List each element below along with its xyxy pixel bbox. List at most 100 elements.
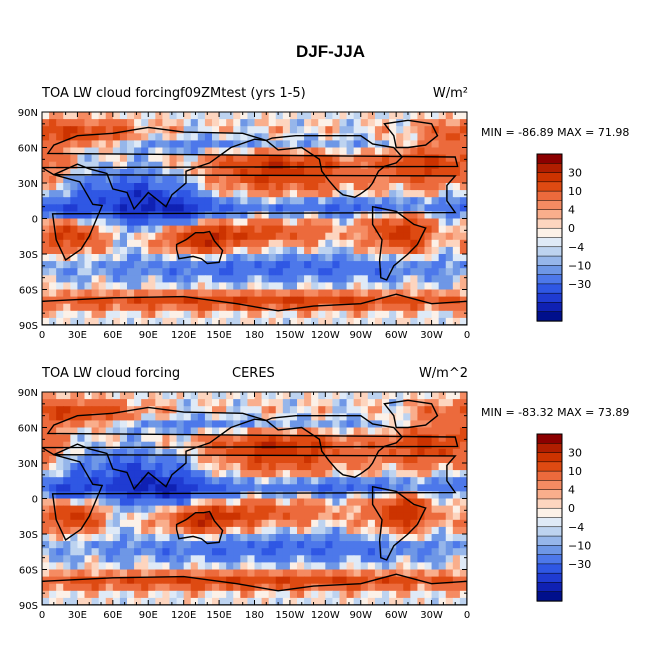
- field-cell: [360, 232, 369, 241]
- field-cell: [445, 477, 454, 485]
- field-cell: [84, 541, 93, 549]
- field-cell: [396, 512, 404, 521]
- field-cell: [127, 541, 135, 549]
- field-cell: [162, 161, 171, 170]
- field-cell: [374, 399, 383, 407]
- field-cell: [56, 526, 64, 535]
- field-cell: [155, 541, 164, 549]
- field-cell: [212, 420, 220, 429]
- field-cell: [459, 583, 467, 592]
- field-cell: [459, 296, 467, 305]
- field-cell: [169, 477, 178, 485]
- field-cell: [56, 406, 64, 414]
- field-cell: [382, 534, 390, 542]
- field-cell: [119, 282, 128, 291]
- field-cell: [374, 470, 383, 478]
- field-cell: [332, 310, 341, 319]
- field-cell: [197, 282, 206, 291]
- field-cell: [204, 463, 213, 471]
- field-cell: [84, 392, 93, 400]
- field-cell: [176, 512, 185, 521]
- field-cell: [396, 126, 404, 134]
- field-cell: [105, 275, 114, 283]
- field-cell: [134, 526, 142, 535]
- panel-bottom-center-title: CERES: [232, 366, 275, 381]
- field-cell: [282, 434, 291, 443]
- field-cell: [141, 119, 149, 127]
- field-cell: [204, 562, 213, 571]
- field-cell: [254, 562, 263, 571]
- field-cell: [226, 406, 234, 414]
- field-cell: [233, 218, 241, 227]
- field-cell: [162, 275, 171, 283]
- field-cell: [275, 275, 284, 283]
- field-cell: [438, 211, 447, 220]
- field-cell: [212, 211, 220, 220]
- field-cell: [212, 548, 220, 556]
- field-cell: [197, 427, 206, 436]
- field-cell: [212, 463, 220, 471]
- field-cell: [339, 261, 348, 269]
- field-cell: [396, 197, 404, 205]
- field-cell: [304, 463, 312, 471]
- field-cell: [105, 140, 114, 149]
- field-cell: [325, 455, 334, 464]
- field-cell: [226, 168, 234, 177]
- field-cell: [190, 597, 199, 605]
- field-cell: [247, 147, 256, 156]
- field-cell: [431, 239, 440, 248]
- field-cell: [360, 317, 369, 325]
- field-cell: [353, 303, 362, 312]
- field-cell: [233, 183, 241, 191]
- field-cell: [318, 126, 326, 134]
- field-cell: [403, 197, 411, 205]
- field-cell: [233, 289, 241, 298]
- field-cell: [84, 597, 93, 605]
- field-cell: [452, 175, 461, 184]
- field-cell: [275, 597, 284, 605]
- field-cell: [63, 541, 71, 549]
- field-cell: [49, 463, 57, 471]
- x-tick-label: 60W: [385, 610, 408, 621]
- field-cell: [346, 427, 355, 436]
- field-cell: [254, 505, 263, 514]
- field-cell: [438, 261, 447, 269]
- field-cell: [297, 406, 305, 414]
- field-cell: [261, 254, 270, 262]
- field-cell: [190, 282, 199, 291]
- field-cell: [254, 406, 263, 414]
- field-cell: [396, 406, 404, 414]
- field-cell: [42, 254, 50, 262]
- field-cell: [382, 232, 390, 241]
- field-cell: [233, 491, 241, 500]
- panel-bottom: TOA LW cloud forcing CERES W/m^2 MIN = -…: [0, 364, 661, 644]
- field-cell: [240, 590, 249, 599]
- field-cell: [240, 498, 249, 507]
- field-cell: [204, 154, 213, 163]
- field-cell: [297, 441, 305, 450]
- coastline: [42, 406, 459, 491]
- colorbar-segment: [536, 255, 563, 266]
- field-cell: [190, 204, 199, 212]
- field-cell: [396, 590, 404, 599]
- field-cell: [275, 190, 284, 198]
- field-cell: [197, 218, 206, 227]
- field-cell: [410, 441, 419, 450]
- field-cell: [233, 392, 241, 400]
- field-cell: [297, 119, 305, 127]
- field-cell: [240, 434, 249, 443]
- field-cell: [49, 455, 57, 464]
- field-cell: [268, 590, 277, 599]
- field-cell: [424, 317, 433, 325]
- field-cell: [190, 541, 199, 549]
- field-cell: [254, 427, 263, 436]
- field-cell: [183, 204, 192, 212]
- field-cell: [240, 112, 249, 120]
- field-cell: [459, 548, 467, 556]
- field-cell: [339, 548, 348, 556]
- panel-1-field-cells: [42, 392, 467, 605]
- field-cell: [268, 576, 277, 585]
- field-cell: [367, 448, 376, 457]
- field-cell: [105, 289, 114, 298]
- field-cell: [155, 133, 164, 141]
